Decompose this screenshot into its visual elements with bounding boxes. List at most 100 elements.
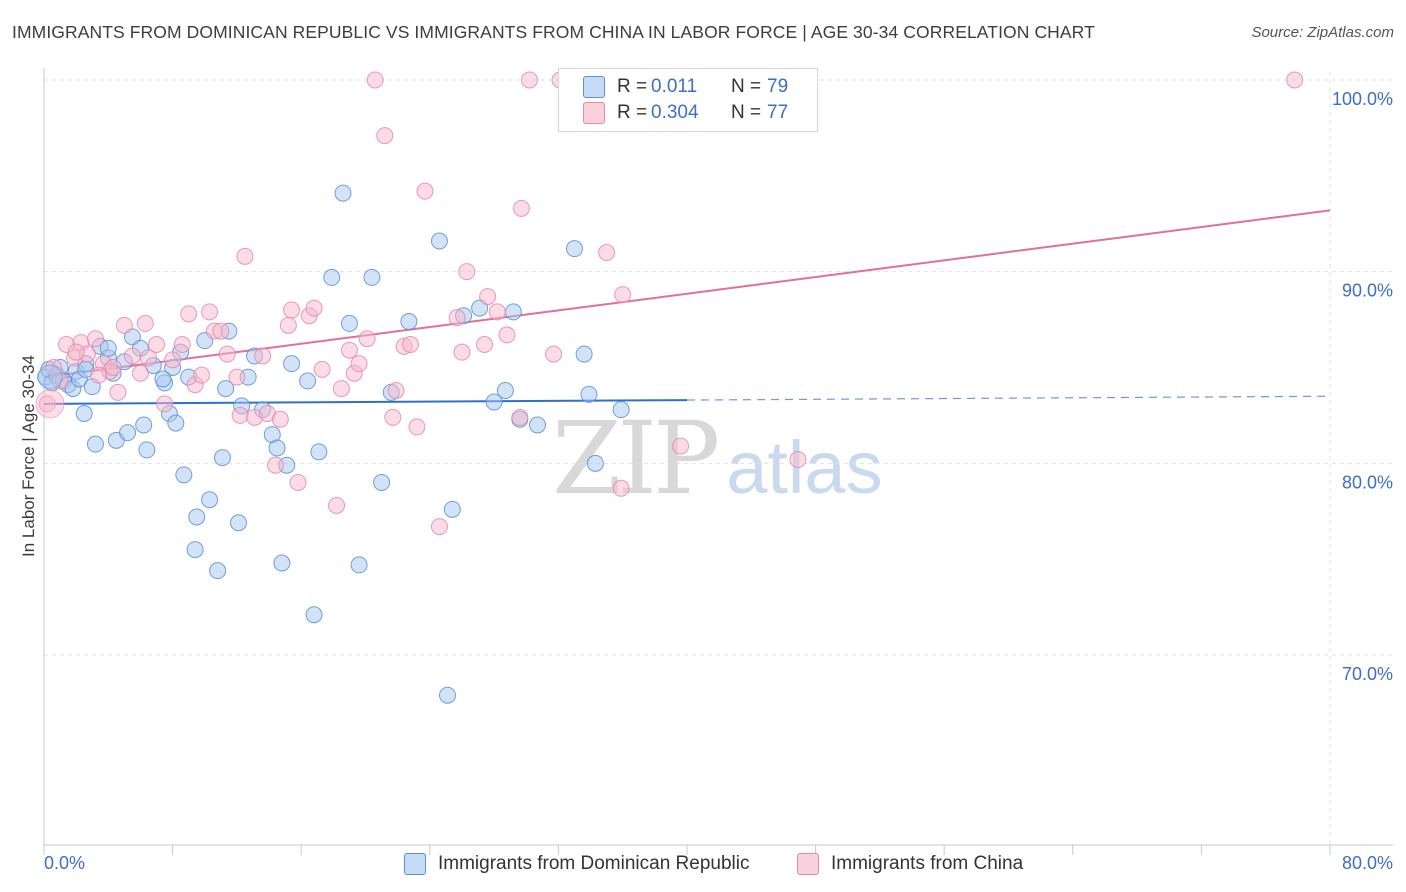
point-dominican <box>99 339 117 357</box>
point-china <box>384 408 402 426</box>
point-china <box>458 263 476 281</box>
point-china <box>51 372 69 390</box>
point-china <box>475 336 493 353</box>
point-dominican <box>217 380 235 398</box>
point-dominican <box>283 355 301 373</box>
trend-line-dominican <box>43 399 688 405</box>
point-dominican <box>299 372 317 390</box>
point-china <box>67 343 85 361</box>
point-china <box>498 326 516 344</box>
point-china <box>173 336 191 353</box>
point-china <box>123 347 141 365</box>
trend-line-china <box>43 209 1331 379</box>
tick-labels: 70.0% 80.0% 90.0% 100.0% 0.0% 80.0% <box>44 89 1393 873</box>
point-dominican <box>438 686 456 704</box>
point-china <box>139 349 157 367</box>
point-china <box>448 309 466 327</box>
trend-line-dominican-extension <box>686 395 1331 401</box>
point-dominican <box>586 454 604 472</box>
point-dominican <box>37 364 63 390</box>
y-tick-label: 100.0% <box>1332 89 1393 109</box>
point-china <box>212 322 230 340</box>
bottom-legend-label-dominican: Immigrants from Dominican Republic <box>438 853 750 874</box>
point-china <box>313 360 331 378</box>
point-china <box>545 345 563 363</box>
point-china <box>156 395 174 413</box>
point-china <box>266 456 284 474</box>
point-china <box>520 71 538 89</box>
y-tick-label: 90.0% <box>1342 281 1393 301</box>
point-dominican <box>186 541 204 559</box>
legend-n-value: 77 <box>767 102 789 123</box>
y-tick-label: 70.0% <box>1342 664 1393 684</box>
point-dominican <box>340 314 358 332</box>
legend-r-value: 0.304 <box>651 102 699 123</box>
y-tick-label: 80.0% <box>1342 472 1393 492</box>
point-dominican <box>188 508 206 526</box>
bottom-legend-swatch-dominican <box>404 853 426 875</box>
point-dominican <box>209 562 227 580</box>
point-china <box>279 316 297 334</box>
legend-n-label: N = <box>731 76 762 97</box>
point-china <box>164 351 182 369</box>
bottom-legend-label-china: Immigrants from China <box>831 853 1024 874</box>
point-china <box>672 437 690 455</box>
point-china <box>358 330 376 348</box>
point-china <box>376 127 394 145</box>
point-dominican <box>167 414 185 432</box>
point-china <box>453 343 471 361</box>
point-china <box>283 301 301 319</box>
point-dominican <box>268 439 286 457</box>
legend-swatch-china <box>583 102 605 124</box>
point-dominican <box>175 466 193 484</box>
point-china <box>289 474 307 491</box>
point-dominican <box>273 554 291 572</box>
point-dominican <box>565 240 583 258</box>
point-china <box>271 410 289 428</box>
point-dominican <box>612 401 630 419</box>
point-china <box>408 418 426 436</box>
point-dominican <box>334 184 352 202</box>
point-dominican <box>430 232 448 250</box>
point-dominican <box>471 299 489 317</box>
point-china <box>148 336 166 353</box>
axes <box>43 68 1393 855</box>
point-china <box>598 244 616 261</box>
point-china <box>1286 71 1304 89</box>
point-china <box>511 408 529 426</box>
point-dominican <box>350 556 368 574</box>
point-china <box>366 71 384 89</box>
point-china <box>430 518 448 536</box>
point-china <box>488 303 506 321</box>
point-china <box>612 479 630 497</box>
point-china <box>789 451 807 468</box>
point-dominican <box>154 370 172 388</box>
point-dominican <box>575 345 593 363</box>
point-china <box>479 288 497 306</box>
source-label: Source: ZipAtlas.com <box>1251 24 1394 41</box>
y-axis-label: In Labor Force | Age 30-34 <box>19 355 38 557</box>
point-china <box>254 347 272 365</box>
point-dominican <box>323 268 341 286</box>
data-points <box>35 71 1304 704</box>
point-china <box>332 380 350 398</box>
point-dominican <box>119 424 137 442</box>
point-china <box>131 364 149 382</box>
point-dominican <box>504 303 522 321</box>
x-tick-label-min: 0.0% <box>44 853 85 873</box>
legend-n-value: 79 <box>767 76 789 97</box>
point-dominican <box>213 449 231 467</box>
point-dominican <box>580 385 598 403</box>
point-china <box>109 383 127 401</box>
point-dominican <box>201 491 219 509</box>
point-china <box>201 303 219 321</box>
point-dominican <box>310 443 328 461</box>
legend-n-label: N = <box>731 102 762 123</box>
point-china <box>228 368 246 386</box>
bottom-legend-dominican: Immigrants from Dominican Republic <box>404 851 750 877</box>
legend-swatch-dominican <box>583 76 605 98</box>
point-dominican <box>123 328 141 346</box>
legend-r-label: R = <box>617 102 648 123</box>
point-dominican <box>529 416 547 434</box>
